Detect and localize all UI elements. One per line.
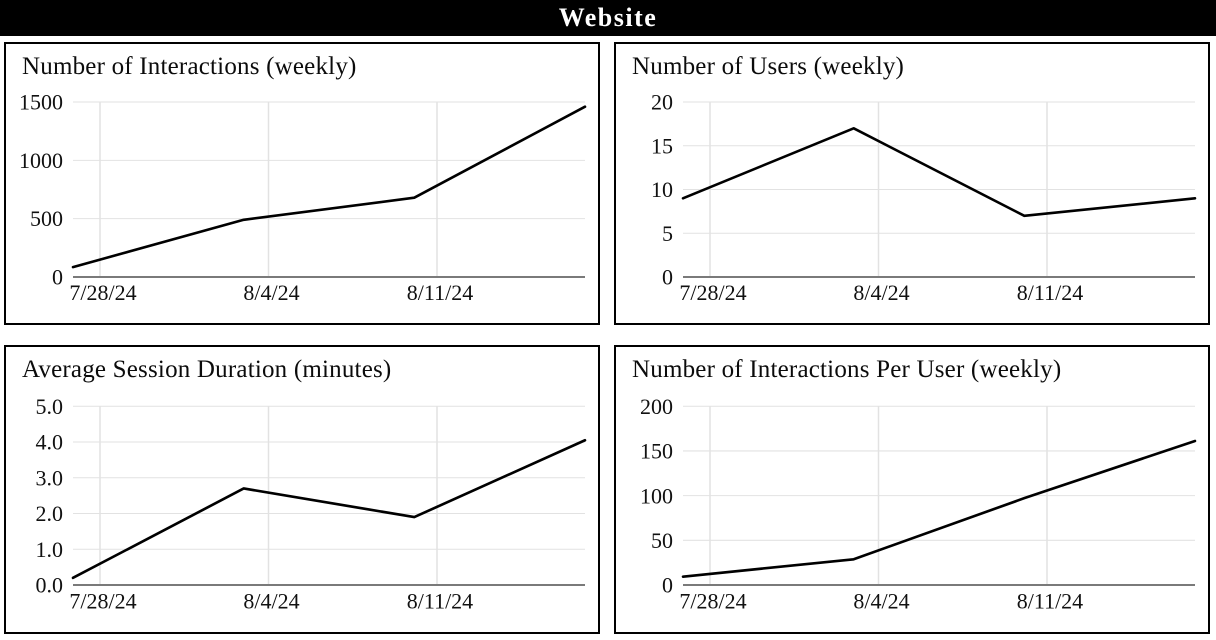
- y-tick-label: 0: [662, 265, 673, 290]
- data-series-line: [71, 438, 587, 580]
- x-tick-label: 8/4/24: [853, 588, 909, 613]
- y-tick-label: 1.0: [36, 537, 63, 562]
- chart-title-interactions-per-user: Number of Interactions Per User (weekly): [632, 356, 1062, 383]
- y-tick-label: 2.0: [36, 501, 63, 526]
- x-tick-label: 7/28/24: [69, 280, 136, 305]
- y-tick-label: 0: [662, 572, 673, 597]
- x-tick-label: 8/4/24: [243, 280, 299, 305]
- data-series-line: [71, 105, 587, 269]
- y-tick-label: 100: [640, 483, 673, 508]
- y-tick-label: 0.0: [36, 572, 63, 597]
- x-tick-label: 8/11/24: [407, 588, 473, 613]
- chart-panel-average-session-duration: Average Session Duration (minutes) 7/28/…: [4, 345, 600, 634]
- y-tick-label: 200: [640, 394, 673, 419]
- x-tick-label: 8/11/24: [407, 280, 473, 305]
- page-header: Website: [0, 0, 1216, 36]
- y-tick-label: 10: [651, 177, 673, 202]
- y-tick-label: 0: [52, 265, 63, 290]
- chart-panel-number-of-interactions: Number of Interactions (weekly) 7/28/24 8…: [4, 42, 600, 325]
- y-tick-label: 20: [651, 90, 673, 115]
- line-chart-interactions-per-user: 7/28/24 8/4/24 8/11/24 0 50 100 150 200: [640, 394, 1197, 614]
- y-tick-label: 150: [640, 438, 673, 463]
- x-tick-label: 7/28/24: [679, 588, 746, 613]
- x-tick-label: 8/4/24: [243, 588, 299, 613]
- y-tick-label: 50: [651, 528, 673, 553]
- line-chart-number-of-interactions: 7/28/24 8/4/24 8/11/24 0 500 1000 1500: [19, 90, 587, 305]
- chart-title-number-of-interactions: Number of Interactions (weekly): [22, 53, 357, 80]
- data-series-line: [681, 439, 1197, 578]
- y-tick-label: 1500: [19, 90, 63, 115]
- x-tick-label: 8/11/24: [1017, 280, 1083, 305]
- page-title: Website: [558, 3, 658, 32]
- y-tick-label: 5: [662, 221, 673, 246]
- chart-title-average-session-duration: Average Session Duration (minutes): [22, 356, 392, 383]
- x-tick-label: 7/28/24: [69, 588, 136, 613]
- line-chart-number-of-users: 7/28/24 8/4/24 8/11/24 0 5 10 15 20: [651, 90, 1197, 305]
- y-tick-label: 15: [651, 133, 673, 158]
- y-tick-label: 3.0: [36, 465, 63, 490]
- x-tick-label: 7/28/24: [679, 280, 746, 305]
- data-series-line: [681, 127, 1197, 218]
- y-tick-label: 4.0: [36, 429, 63, 454]
- x-tick-label: 8/4/24: [853, 280, 909, 305]
- chart-panel-interactions-per-user: Number of Interactions Per User (weekly)…: [614, 345, 1210, 634]
- y-tick-label: 5.0: [36, 394, 63, 419]
- chart-panel-number-of-users: Number of Users (weekly) 7/28/24 8/4/24 8/…: [614, 42, 1210, 325]
- y-tick-label: 1000: [19, 148, 63, 173]
- y-tick-label: 500: [30, 206, 63, 231]
- x-tick-label: 8/11/24: [1017, 588, 1083, 613]
- charts-grid: Number of Interactions (weekly) 7/28/24 8…: [0, 36, 1216, 634]
- chart-title-number-of-users: Number of Users (weekly): [632, 53, 905, 80]
- line-chart-average-session-duration: 7/28/24 8/4/24 8/11/24 0.0 1.0 2.0 3.0 4.0 5.0: [36, 394, 587, 614]
